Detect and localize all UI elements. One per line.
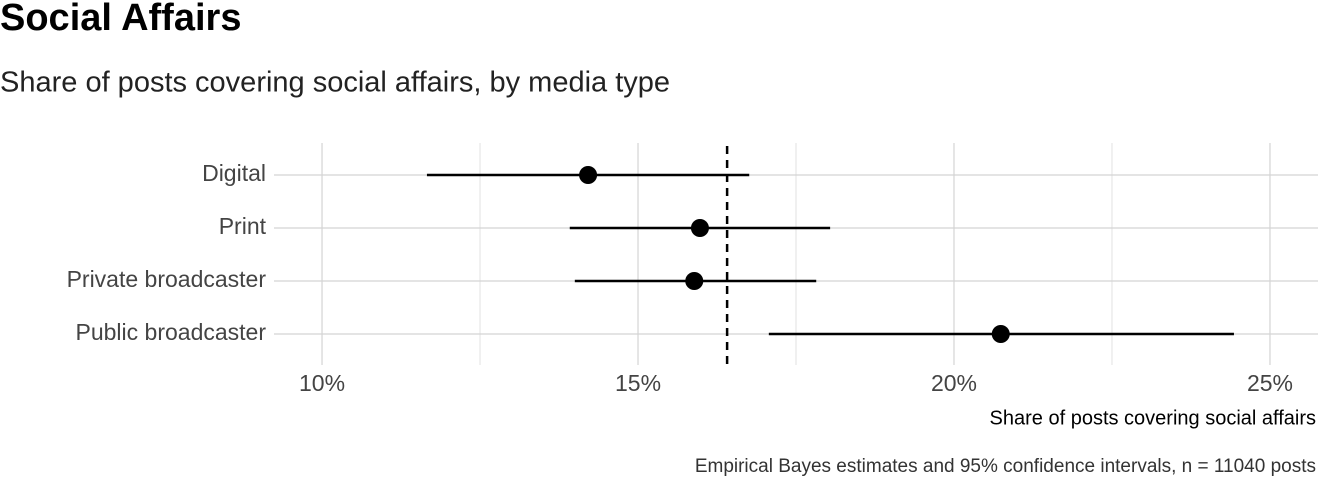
y-tick-label: Public broadcaster: [76, 319, 267, 345]
x-tick-label: 15%: [615, 370, 661, 396]
point: [690, 219, 709, 237]
y-tick-label: Digital: [202, 160, 266, 186]
caption: Empirical Bayes estimates and 95% confid…: [695, 456, 1316, 477]
point: [579, 166, 598, 184]
y-tick-label: Print: [219, 213, 267, 239]
x-tick-label: 25%: [1247, 370, 1293, 396]
point: [991, 325, 1010, 343]
x-tick-label: 20%: [931, 370, 977, 396]
point: [685, 272, 704, 290]
chart-title: Social Affairs: [0, 0, 241, 39]
chart-subtitle: Share of posts covering social affairs, …: [0, 67, 670, 99]
y-tick-label: Private broadcaster: [67, 266, 267, 292]
x-tick-label: 10%: [299, 370, 345, 396]
x-axis-title: Share of posts covering social affairs: [990, 407, 1316, 429]
